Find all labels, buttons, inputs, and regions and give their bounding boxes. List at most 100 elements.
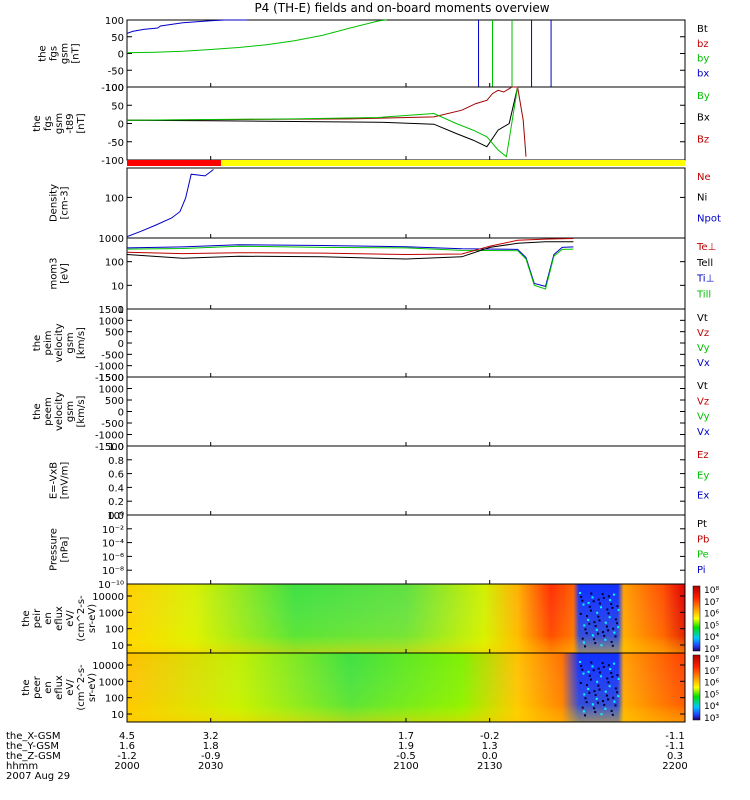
legend-entry: Pe xyxy=(697,550,709,561)
speckle xyxy=(617,626,620,629)
legend-entry: Vy xyxy=(697,412,710,423)
speckle xyxy=(586,684,589,687)
series-Ti⊥ xyxy=(126,244,574,288)
speckle xyxy=(584,714,587,717)
speckle xyxy=(593,707,596,710)
legend-entry: Vx xyxy=(697,427,710,438)
y-axis-label: [cm-3] xyxy=(60,186,71,219)
speckle xyxy=(587,687,590,690)
speckle xyxy=(588,605,591,608)
colorbar-label: 10⁶ xyxy=(704,610,719,620)
speckle xyxy=(600,675,603,678)
colorbar-label: 10³ xyxy=(704,645,719,655)
y-tick-label: -1000 xyxy=(95,362,124,373)
speckle xyxy=(582,641,585,644)
legend-entry: bz xyxy=(697,39,709,50)
speckle xyxy=(614,618,617,621)
y-axis-label: fgs xyxy=(49,46,60,61)
y-tick-label: 10 xyxy=(111,641,124,652)
speckle xyxy=(613,700,616,703)
speckle xyxy=(611,675,614,678)
speckle xyxy=(604,621,607,624)
speckle xyxy=(604,638,607,641)
speckle xyxy=(605,694,608,697)
y-axis-label: (cm^2-s- xyxy=(76,595,87,642)
speckle xyxy=(613,631,616,634)
speckle xyxy=(581,599,584,602)
y-tick-label: 10 xyxy=(111,710,124,721)
colorbar-label: 10³ xyxy=(704,714,719,724)
speckle xyxy=(589,609,592,612)
series-by xyxy=(126,19,387,54)
speckle xyxy=(602,665,605,668)
speckle xyxy=(593,621,596,624)
y-axis-label: [km/s] xyxy=(76,395,87,427)
y-tick-label: 100 xyxy=(105,16,124,27)
speckle xyxy=(600,644,603,647)
speckle xyxy=(587,670,590,673)
legend-entry: Ne xyxy=(697,172,711,183)
y-axis-label: [km/s] xyxy=(76,327,87,359)
y-tick-label: -100 xyxy=(101,83,124,94)
speckle xyxy=(592,600,595,603)
speckle xyxy=(583,624,586,627)
speckle xyxy=(595,697,598,700)
panel-8: 10⁰ 10⁻² 10⁻⁴ 10⁻⁶ 10⁻⁸ 10⁻¹⁰ Pressure [nPa] Pt P… xyxy=(49,511,710,591)
speckle xyxy=(617,678,620,681)
speckle xyxy=(598,619,601,622)
date-label: 2007 Aug 29 xyxy=(6,771,70,782)
panel-frame xyxy=(126,308,686,378)
legend-entry: Vt xyxy=(697,381,708,392)
ephemeris-value: 1.7 xyxy=(398,731,414,742)
speckle xyxy=(591,665,594,668)
speckle xyxy=(579,681,582,684)
legend-entry: bx xyxy=(697,68,709,79)
y-axis-label: the xyxy=(21,610,32,626)
panel-frame xyxy=(126,514,686,585)
speckle xyxy=(595,628,598,631)
y-axis-label: eV/ xyxy=(65,679,76,696)
legend-entry: Vt xyxy=(697,313,708,324)
speckle xyxy=(587,601,590,604)
series-Tell xyxy=(126,241,574,260)
speckle xyxy=(581,706,584,709)
ephemeris-value: 1.6 xyxy=(119,741,135,752)
y-tick-label: 1000 xyxy=(99,234,124,245)
speckle xyxy=(585,632,588,635)
y-axis-label: en xyxy=(43,681,54,694)
speckle xyxy=(597,667,600,670)
ephemeris-label: the_Z-GSM xyxy=(6,751,61,762)
y-tick-label: 0.8 xyxy=(108,456,124,467)
speckle xyxy=(578,592,581,594)
y-tick-label: 1500 xyxy=(99,373,124,384)
y-axis-label: en xyxy=(43,612,54,625)
speckle xyxy=(616,691,619,694)
y-axis-label: Pressure xyxy=(49,528,60,571)
panel-frame xyxy=(126,376,686,447)
y-axis-label: eV/ xyxy=(65,610,76,627)
legend-entry: Pi xyxy=(697,565,706,576)
speckle xyxy=(610,603,613,605)
ephemeris-value: -1.1 xyxy=(665,731,685,742)
y-axis-label: the xyxy=(32,115,43,131)
legend-entry: Vz xyxy=(697,396,709,407)
y-tick-label: 10⁻² xyxy=(102,525,124,536)
y-tick-label: 10000 xyxy=(92,661,124,672)
y-tick-label: 10⁰ xyxy=(107,511,124,522)
colorbar-label: 10⁸ xyxy=(704,655,719,665)
speckle xyxy=(584,628,587,631)
speckle xyxy=(590,592,593,595)
legend-entry: Vy xyxy=(697,343,710,354)
speckle xyxy=(608,616,611,619)
speckle xyxy=(591,703,594,706)
speckle xyxy=(616,622,619,625)
speckle xyxy=(594,642,597,645)
y-tick-label: 10⁻⁴ xyxy=(102,539,124,550)
ephemeris-value: 4.5 xyxy=(119,731,135,742)
y-tick-label: -1000 xyxy=(95,431,124,442)
legend-entry: Bx xyxy=(697,113,710,124)
spectrogram-shade xyxy=(127,653,685,722)
speckle xyxy=(612,627,615,630)
